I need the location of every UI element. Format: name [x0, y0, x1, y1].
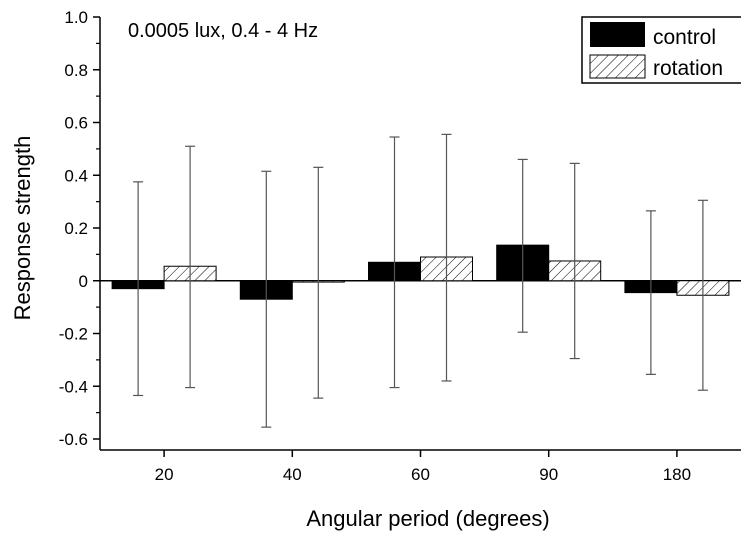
- legend-label-control: control: [653, 26, 716, 49]
- x-axis-label: Angular period (degrees): [306, 506, 549, 531]
- x-tick-label: 180: [663, 465, 691, 484]
- x-tick-label: 90: [539, 465, 558, 484]
- y-tick-label: 1.0: [64, 8, 88, 27]
- plot-area: 1.0 0.8 0.6 0.4 0.2 0 -0.2 -0.4 -0.6 20 40 60 90 180: [59, 8, 741, 484]
- x-tick-label: 60: [411, 465, 430, 484]
- y-tick-label: 0: [79, 272, 88, 291]
- x-tick-label: 20: [155, 465, 174, 484]
- x-tick-label: 40: [283, 465, 302, 484]
- y-tick-label: 0.8: [64, 61, 88, 80]
- y-tick-label: -0.2: [59, 325, 88, 344]
- y-tick-label: 0.4: [64, 166, 88, 185]
- legend: control rotation: [581, 16, 741, 84]
- legend-swatch-rotation: [589, 54, 646, 79]
- y-axis-label: Response strength: [10, 136, 35, 321]
- y-tick-label: 0.2: [64, 219, 88, 238]
- legend-swatch-control: [590, 22, 645, 47]
- y-tick-label: -0.4: [59, 377, 88, 396]
- legend-label-rotation: rotation: [653, 57, 723, 80]
- chart-annotation: 0.0005 lux, 0.4 - 4 Hz: [128, 20, 318, 42]
- y-tick-label: 0.6: [64, 114, 88, 133]
- y-tick-label: -0.6: [59, 430, 88, 449]
